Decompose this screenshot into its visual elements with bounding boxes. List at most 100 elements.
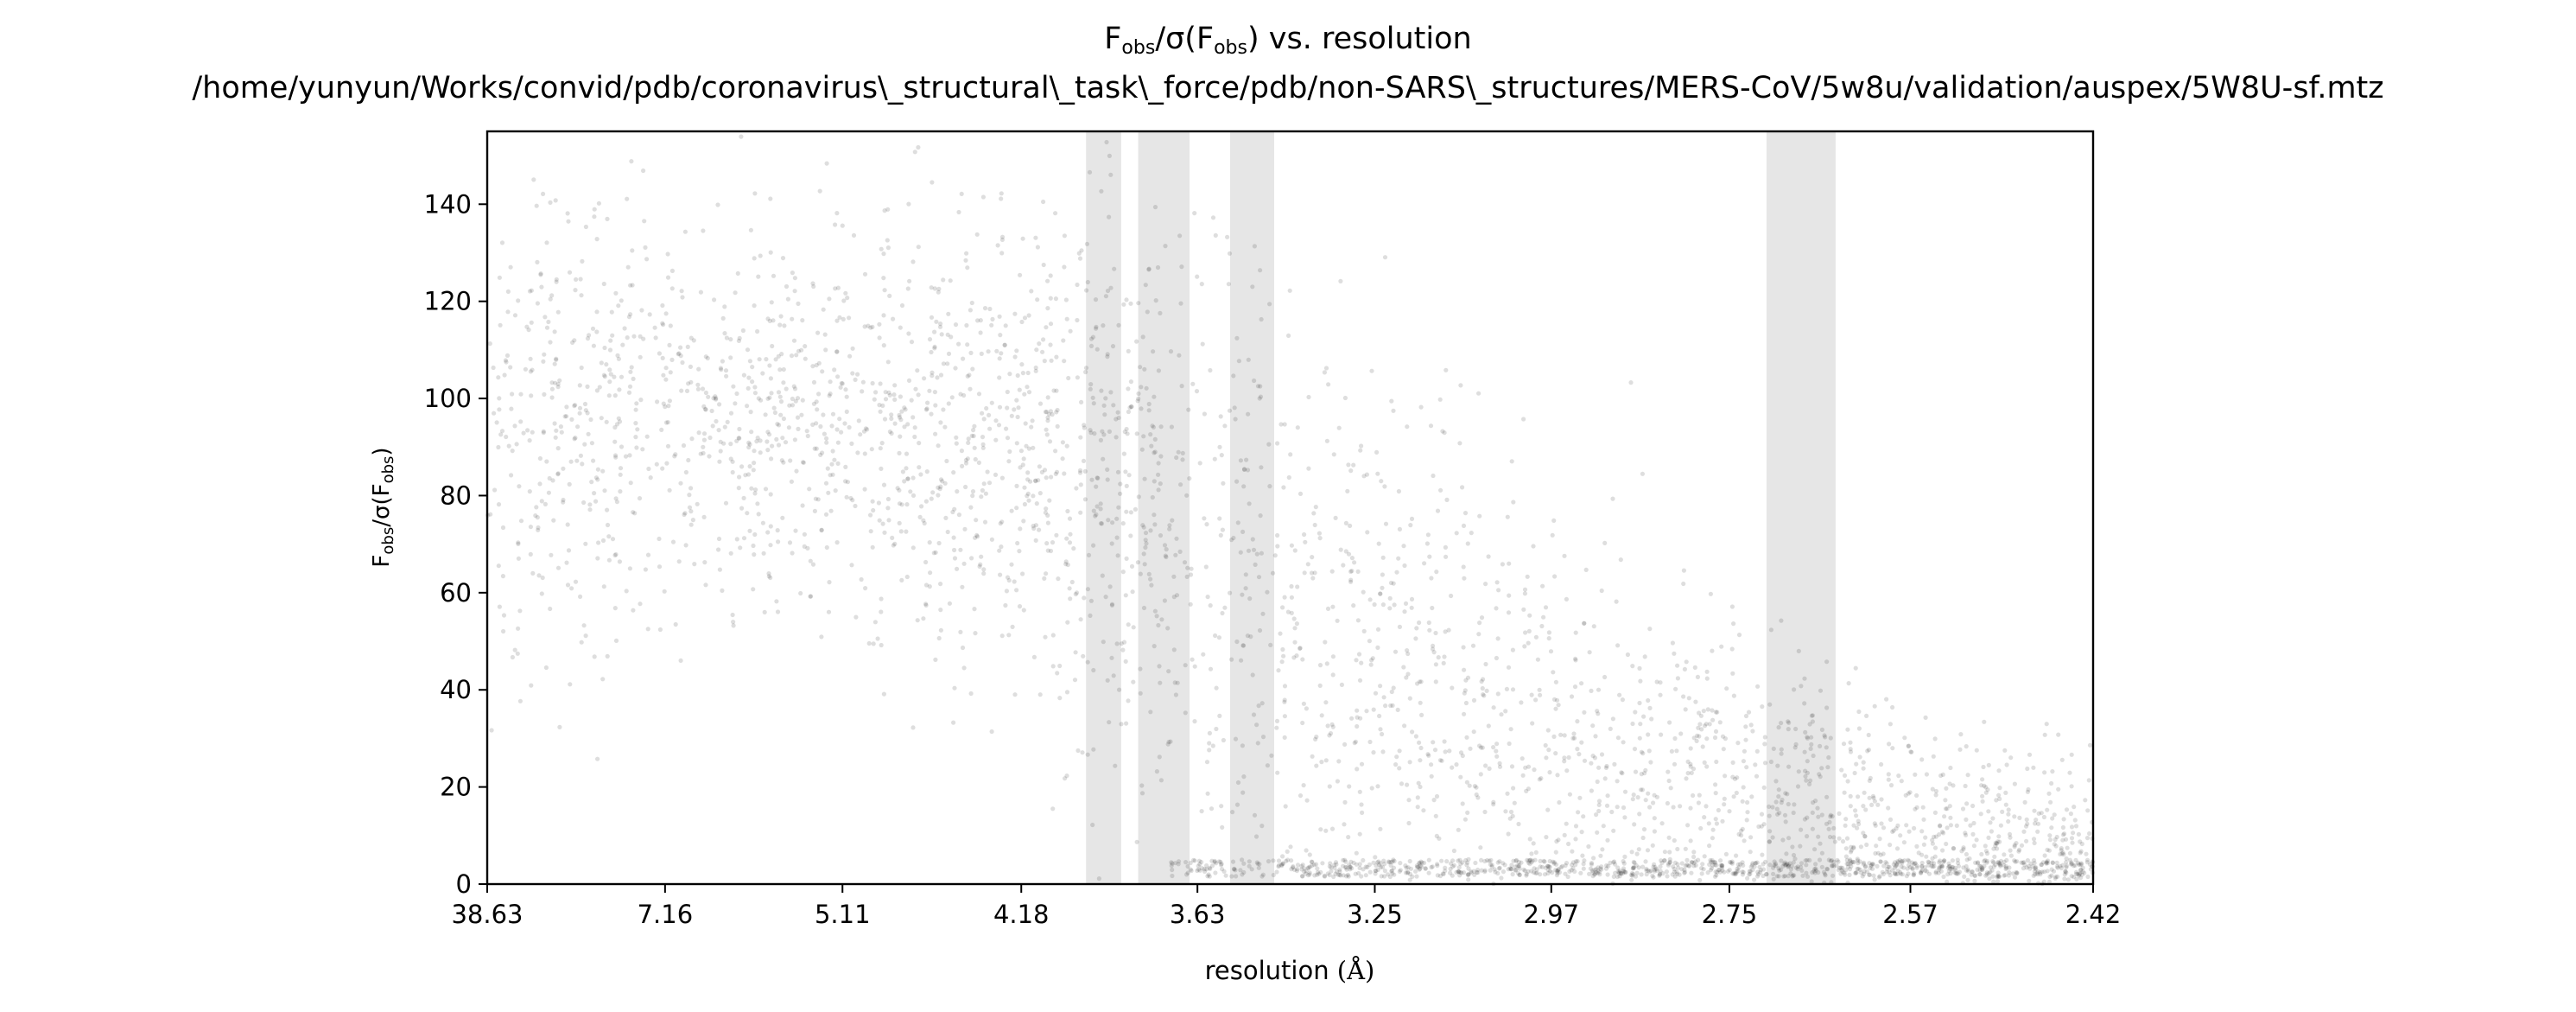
data-point [1491,705,1496,710]
data-point [1397,526,1402,532]
data-point [1594,812,1599,818]
data-point [1844,836,1850,841]
data-point [2033,821,2038,826]
data-point [904,529,909,534]
data-point [628,481,633,486]
data-point [1848,858,1853,863]
data-point [790,271,796,276]
data-point [1025,370,1031,376]
data-point [810,364,815,369]
data-point [909,398,914,403]
data-point [691,338,696,343]
data-point [542,391,547,397]
data-point [1155,264,1161,271]
data-point [594,388,600,393]
data-point [1364,709,1369,714]
data-point [1828,814,1833,819]
data-point [929,349,934,355]
data-point [1156,622,1161,628]
data-point [583,408,588,413]
data-point [703,407,708,412]
data-point [1965,877,1970,883]
data-point [2012,875,2018,880]
data-point [1743,713,1749,719]
data-point [1983,843,1988,849]
data-point [1906,743,1911,749]
data-point [1551,860,1557,865]
data-point [1577,795,1583,800]
data-point [1204,522,1209,527]
data-point [1240,790,1246,795]
data-point [587,333,592,338]
data-point [1553,706,1558,711]
data-point [870,380,875,386]
data-point [1779,721,1784,726]
data-point [813,496,819,501]
data-point [1060,440,1065,445]
data-point [1375,645,1380,651]
data-point [1526,640,1531,646]
data-point [632,511,638,516]
data-point [1357,678,1363,683]
data-point [1162,543,1168,548]
data-point [1773,779,1779,784]
data-point [1479,868,1484,873]
data-point [1091,667,1096,673]
data-point [1338,278,1343,283]
data-point [1748,864,1754,869]
data-point [731,620,736,625]
data-point [892,541,898,547]
data-point [1646,748,1652,754]
data-point [2077,872,2082,877]
data-point [1824,866,1830,871]
data-point [1547,869,1552,874]
x-tick-label: 2.42 [2065,900,2122,929]
data-point [1205,595,1210,600]
data-point [1973,860,1978,865]
data-point [1579,681,1584,686]
data-point [1879,821,1884,826]
data-point [2042,853,2047,858]
data-point [1266,442,1272,447]
data-point [1018,272,1023,277]
data-point [1556,868,1561,873]
data-point [1414,874,1419,879]
data-point [1454,531,1459,536]
data-point [1938,773,1944,779]
data-point [2046,791,2052,796]
data-point [1695,733,1700,738]
data-point [936,286,942,291]
data-point [1599,867,1604,872]
data-point [733,290,738,296]
data-point [832,457,837,462]
data-point [1497,764,1503,769]
data-point [1615,865,1621,870]
data-point [1862,864,1868,869]
data-point [814,446,819,451]
data-point [2016,849,2021,854]
data-point [1415,681,1420,686]
data-point [1003,323,1008,328]
data-point [1026,313,1031,318]
data-point [929,496,934,501]
data-point [1259,874,1265,879]
data-point [669,268,676,273]
data-point [1259,701,1265,706]
data-point [2012,858,2017,863]
data-point [537,481,542,487]
data-point [1399,781,1405,786]
data-point [1310,555,1315,560]
data-point [549,395,555,400]
data-point [1207,741,1212,746]
data-point [1787,861,1792,866]
data-point [1919,860,1925,866]
data-point [1442,430,1447,436]
data-point [1332,865,1337,870]
data-point [1300,720,1305,726]
data-point [1109,541,1114,546]
data-point [1240,643,1246,648]
data-point [1808,778,1813,783]
data-point [1318,827,1323,832]
data-point [1926,860,1932,865]
data-point [1861,860,1867,865]
